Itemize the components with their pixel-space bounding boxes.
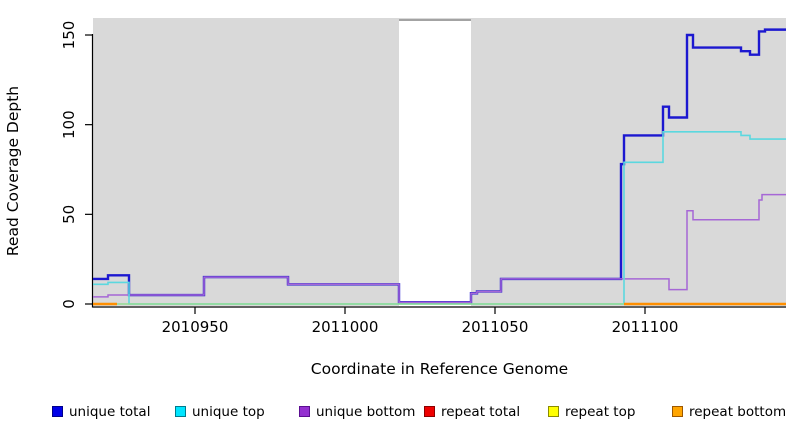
legend-swatch-unique-total-icon [52,406,63,417]
gap-region [399,21,471,306]
legend-swatch-repeat-bottom-icon [672,406,683,417]
coverage-plot-canvas: 2010950 2011000 2011050 2011100 0 50 100 150 [60,18,786,336]
legend-label: unique bottom [316,404,416,420]
legend-label: unique total [69,404,151,420]
legend-swatch-unique-bottom-icon [299,406,310,417]
legend-item-repeat-total: repeat total [424,401,521,420]
x-axis-title: Coordinate in Reference Genome [310,360,569,378]
y-tick-label: 100 [60,110,78,139]
legend-swatch-repeat-top-icon [548,406,559,417]
legend-swatch-repeat-total-icon [424,406,435,417]
y-axis-title: Read Coverage Depth [4,85,22,257]
x-tick-label: 2011000 [312,318,379,336]
chart-legend: unique total unique top unique bottom repea… [0,399,792,425]
series-unique-top [93,131,786,305]
legend-item-unique-total: unique total [52,401,151,420]
legend-label: repeat bottom [689,404,787,420]
x-tick-label: 2011100 [612,318,679,336]
x-tick-label: 2011050 [462,318,529,336]
y-tick-label: 50 [60,205,78,224]
legend-item-repeat-bottom: repeat bottom [672,401,787,420]
y-tick-label: 150 [60,21,78,50]
legend-label: repeat top [565,404,636,420]
y-tick-label: 0 [60,299,78,309]
legend-swatch-unique-top-icon [175,406,186,417]
legend-item-repeat-top: repeat top [548,401,636,420]
legend-item-unique-bottom: unique bottom [299,401,416,420]
legend-item-unique-top: unique top [175,401,265,420]
legend-label: unique top [192,404,265,420]
series-unique-bottom [93,193,786,303]
legend-label: repeat total [441,404,521,420]
x-tick-label: 2010950 [162,318,229,336]
